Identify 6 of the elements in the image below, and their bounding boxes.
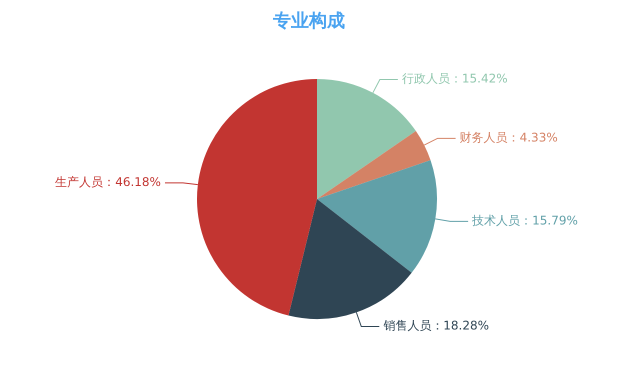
slice-label: 生产人员：46.18% [55,174,161,189]
slice-label: 行政人员：15.42% [402,72,508,86]
slice-label: 技术人员：15.79% [471,213,578,228]
slice-label: 销售人员：18.28% [382,318,490,333]
slice-label: 财务人员：4.33% [460,130,558,144]
chart-title: 专业构成 [272,10,345,32]
